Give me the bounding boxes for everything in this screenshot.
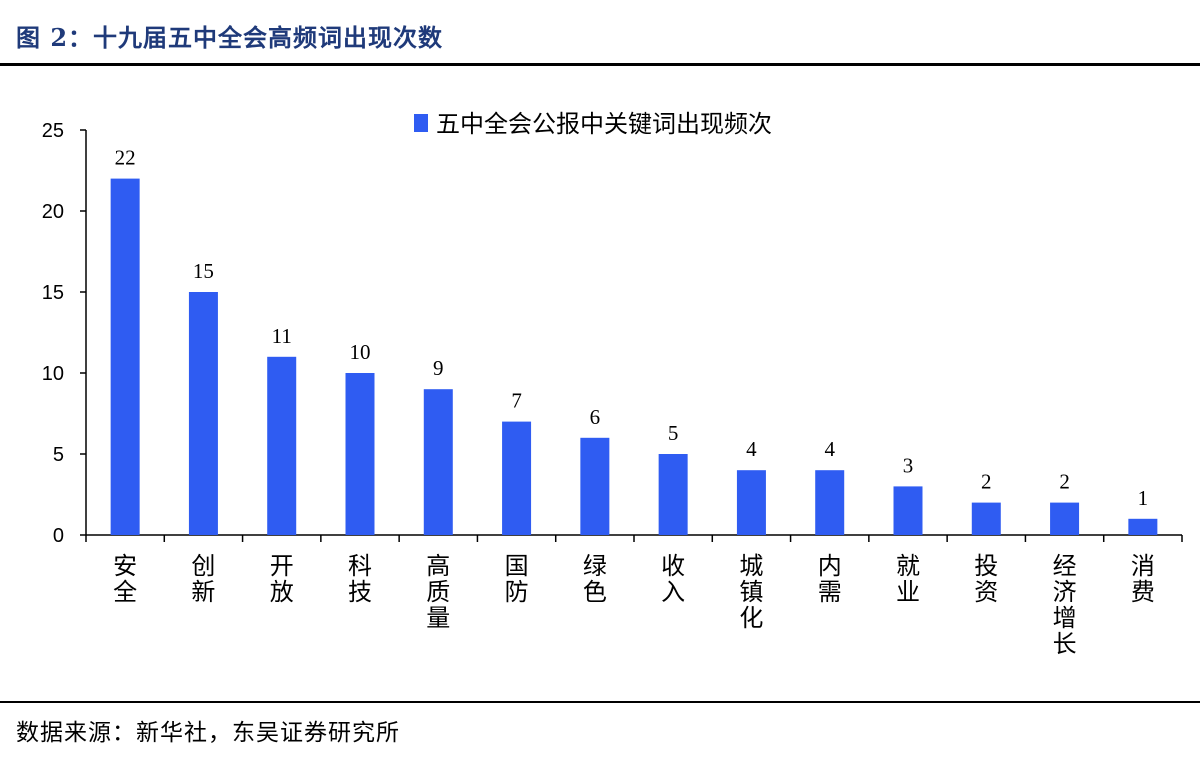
data-label: 4 bbox=[824, 437, 835, 461]
bar bbox=[971, 502, 1001, 535]
category-label: 科技 bbox=[348, 552, 372, 606]
data-label: 7 bbox=[511, 389, 522, 413]
y-tick-label: 0 bbox=[53, 525, 64, 547]
category-label: 城镇化 bbox=[739, 552, 763, 632]
y-axis: 0 5 10 15 20 25 bbox=[42, 120, 87, 547]
category-label: 收入 bbox=[661, 552, 685, 606]
legend-swatch bbox=[414, 114, 428, 132]
data-label: 5 bbox=[668, 421, 679, 445]
category-label: 创新 bbox=[191, 552, 215, 606]
bar bbox=[1050, 502, 1080, 535]
bar bbox=[580, 437, 610, 535]
bar bbox=[345, 373, 375, 535]
bar bbox=[110, 178, 140, 535]
data-label: 3 bbox=[903, 453, 914, 477]
category-label: 投资 bbox=[974, 552, 998, 606]
bar bbox=[188, 292, 218, 535]
bars bbox=[110, 178, 1158, 535]
legend-label: 五中全会公报中关键词出现频次 bbox=[436, 110, 772, 138]
y-tick-label: 5 bbox=[53, 444, 64, 466]
bar bbox=[502, 421, 532, 535]
figure-title: 图 2：十九届五中全会高频词出现次数 bbox=[16, 23, 444, 52]
bar bbox=[423, 389, 453, 535]
bar bbox=[658, 454, 688, 535]
bar bbox=[815, 470, 845, 535]
data-label: 2 bbox=[981, 470, 992, 494]
category-label: 内需 bbox=[818, 552, 842, 606]
category-label: 经济增长 bbox=[1053, 552, 1077, 658]
category-label: 开放 bbox=[270, 552, 294, 606]
data-label: 1 bbox=[1138, 486, 1149, 510]
category-label: 国防 bbox=[505, 552, 529, 606]
top-rule bbox=[0, 63, 1200, 66]
bar bbox=[1128, 518, 1158, 535]
bottom-rule bbox=[0, 701, 1200, 703]
data-label: 11 bbox=[272, 324, 292, 348]
data-label: 22 bbox=[115, 146, 136, 170]
data-label: 2 bbox=[1059, 470, 1070, 494]
x-axis bbox=[85, 534, 1183, 542]
y-tick-label: 15 bbox=[42, 282, 64, 304]
data-label: 15 bbox=[193, 259, 214, 283]
y-tick-label: 10 bbox=[42, 363, 64, 385]
data-label: 9 bbox=[433, 356, 444, 380]
category-label: 消费 bbox=[1131, 552, 1155, 606]
bar bbox=[736, 470, 766, 535]
category-label: 安全 bbox=[113, 552, 137, 606]
bar bbox=[267, 356, 297, 535]
source-note: 数据来源：新华社，东吴证券研究所 bbox=[16, 720, 400, 746]
y-tick-label: 25 bbox=[42, 120, 64, 142]
data-label: 10 bbox=[350, 340, 371, 364]
data-label: 4 bbox=[746, 437, 757, 461]
data-label: 6 bbox=[590, 405, 601, 429]
bar bbox=[893, 486, 923, 535]
chart-legend: 五中全会公报中关键词出现频次 bbox=[414, 110, 772, 138]
category-label: 高质量 bbox=[426, 552, 450, 632]
category-label: 就业 bbox=[896, 552, 920, 606]
y-tick-label: 20 bbox=[42, 201, 64, 223]
category-label: 绿色 bbox=[583, 552, 607, 606]
